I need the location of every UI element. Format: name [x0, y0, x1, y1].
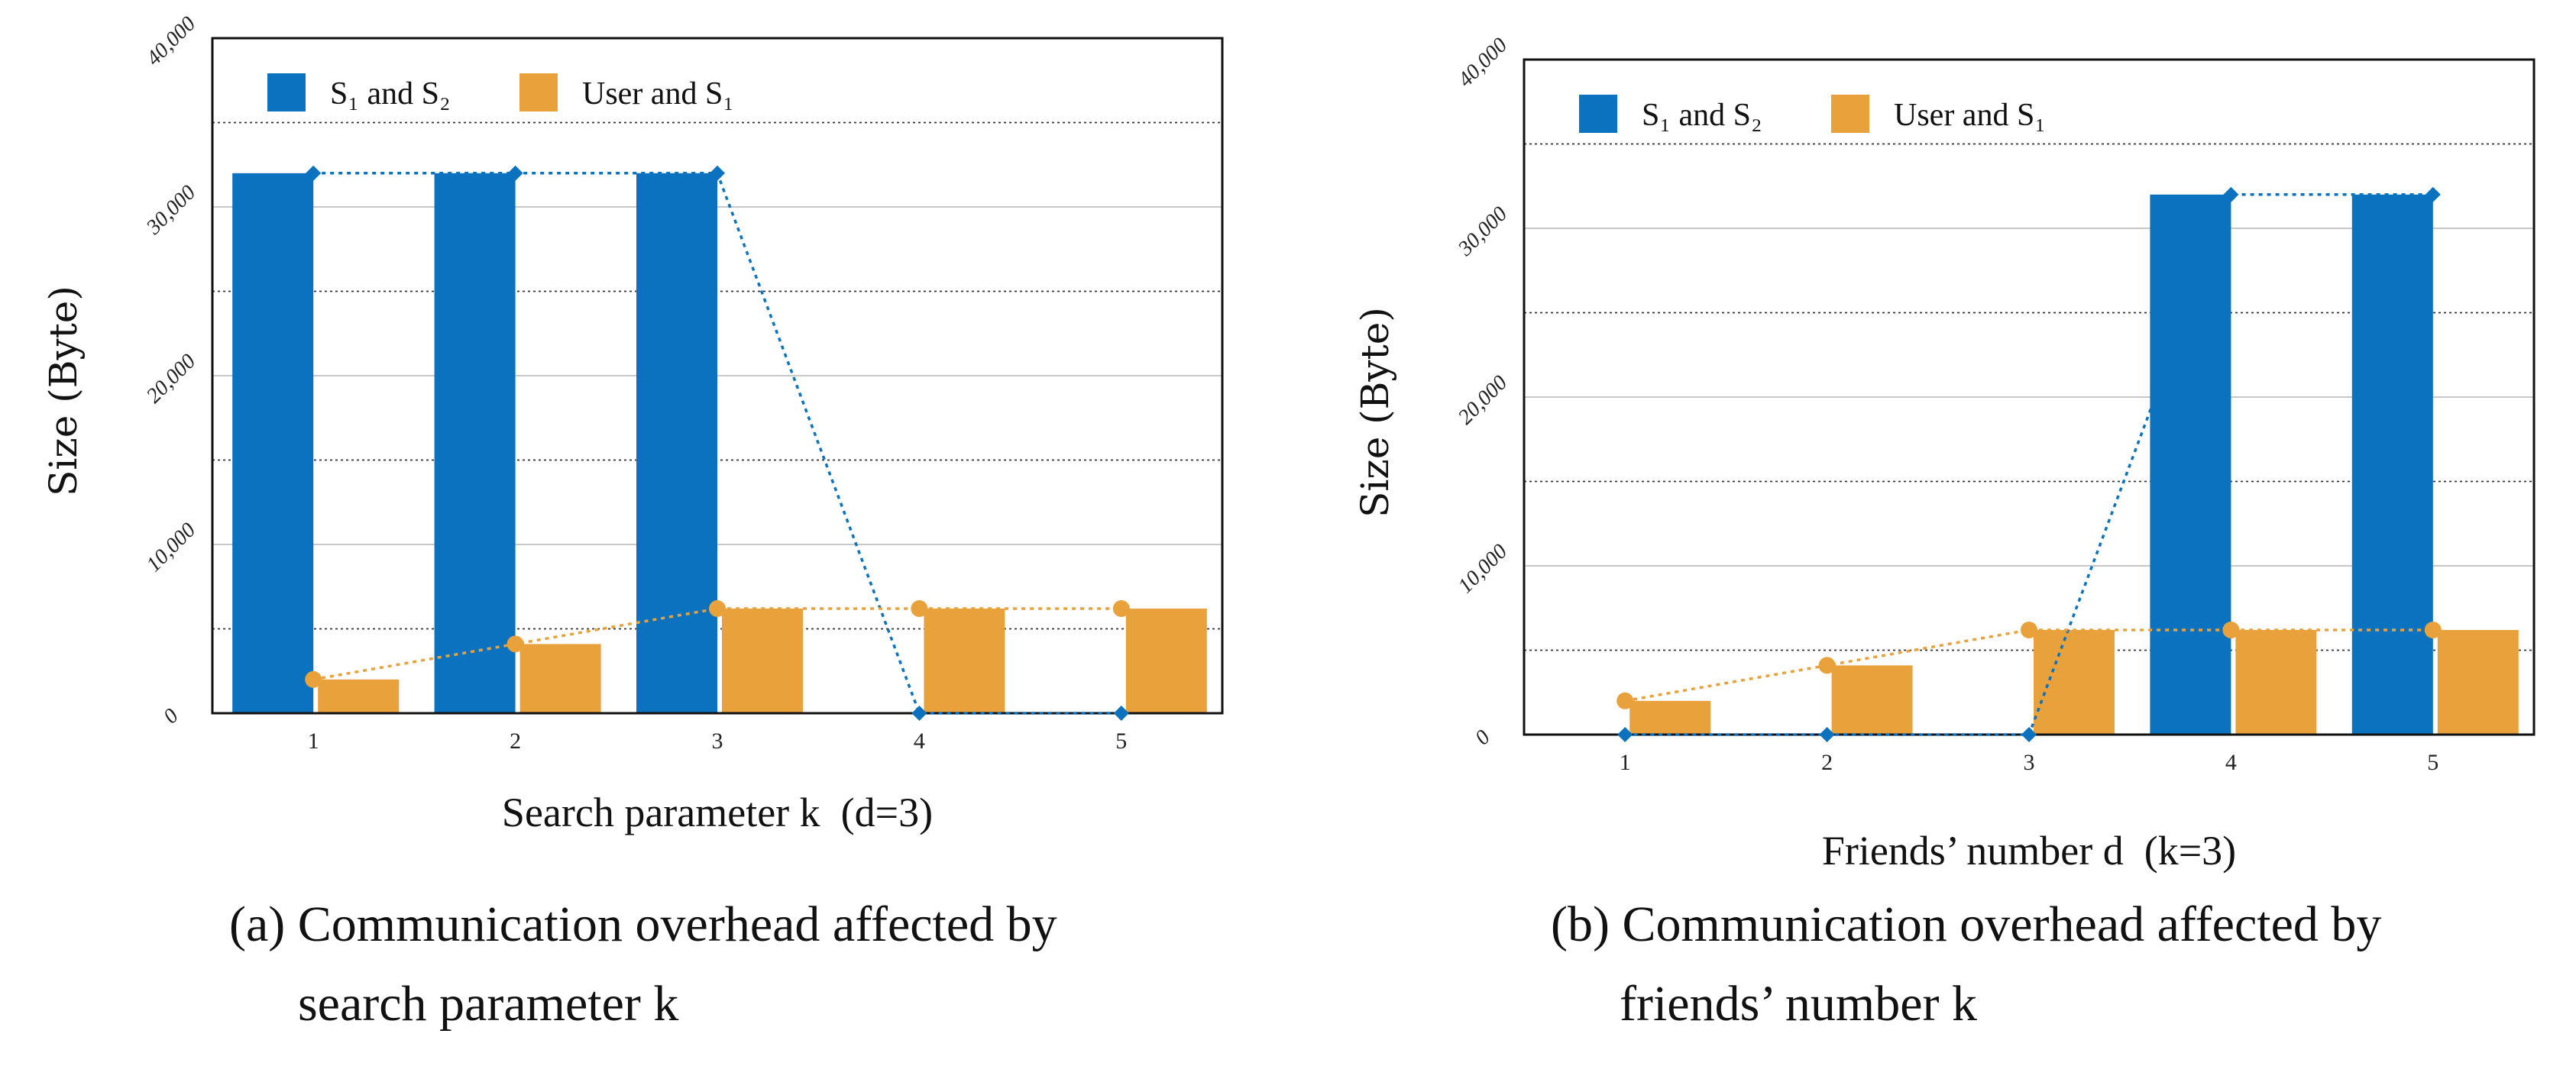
legend-label-series1: S₁ and S₂	[330, 76, 451, 111]
marker-series2-2	[506, 635, 524, 653]
legend-swatch-series2	[1831, 95, 1869, 133]
x-tick-label: 3	[2024, 750, 2035, 775]
bar-series2-5	[1125, 608, 1207, 713]
x-tick-label: 2	[1821, 750, 1833, 775]
bar-series1-4	[2150, 194, 2231, 735]
marker-series1-5	[1113, 706, 1129, 721]
marker-series2-2	[1818, 657, 1836, 674]
marker-series1-4	[2223, 186, 2239, 202]
bar-series1-3	[636, 173, 717, 714]
panel-caption-line2: friends’ number k	[1620, 976, 1977, 1032]
x-tick-label: 4	[914, 728, 925, 754]
bar-series2-1	[1629, 700, 1711, 735]
x-tick-label: 1	[308, 728, 319, 754]
marker-series1-3	[2021, 727, 2037, 742]
x-tick-label: 3	[712, 728, 723, 754]
bar-series2-4	[2235, 629, 2317, 735]
trendline-series2	[312, 607, 1121, 681]
legend-swatch-series1	[1579, 95, 1617, 133]
y-tick-label: 40,000	[142, 12, 200, 70]
marker-series1-2	[1819, 727, 1835, 742]
panel-caption-line1: (b) Communication overhead affected by	[1551, 896, 2381, 952]
x-tick-label: 2	[510, 728, 521, 754]
x-tick-label: 5	[1115, 728, 1127, 754]
marker-series2-5	[2424, 621, 2442, 638]
bar-series1-1	[232, 173, 314, 714]
x-tick-label: 5	[2427, 750, 2438, 775]
marker-series1-3	[710, 165, 725, 181]
legend-label-series2: User and S₁	[1894, 98, 2046, 133]
bar-series2-2	[1831, 665, 1913, 735]
marker-series2-1	[305, 670, 322, 688]
bar-series2-3	[2034, 629, 2115, 735]
x-tick-label: 1	[1620, 750, 1631, 775]
marker-series2-3	[2021, 621, 2037, 638]
marker-series2-4	[911, 599, 928, 617]
bar-series2-2	[519, 644, 601, 713]
y-tick-label: 30,000	[141, 181, 200, 240]
y-tick-label: 20,000	[1454, 371, 1512, 429]
panel-b: 1 2 3 4 5 0 10,000 20,000 30,000 40,000 Size (Byte…	[1353, 34, 2536, 1032]
bar-series1-2	[434, 173, 516, 714]
panel-a: 1 2 3 4 5 0 10,000 20,000 30,000 40,000 Size (Byte…	[41, 12, 1224, 1032]
marker-series1-5	[2425, 186, 2441, 202]
y-tick-label: 40,000	[1454, 34, 1512, 92]
marker-series1-2	[507, 165, 523, 181]
marker-series2-3	[709, 599, 726, 617]
y-tick-label: 10,000	[142, 518, 200, 577]
x-tick-label: 4	[2225, 750, 2237, 775]
marker-series1-1	[306, 165, 322, 181]
marker-series1-1	[1617, 727, 1633, 742]
plot-border	[211, 37, 1224, 715]
bar-series2-1	[318, 679, 400, 713]
y-tick-label: 30,000	[1453, 202, 1512, 261]
y-tick-label: 0	[159, 704, 183, 728]
panel-caption-line2: search parameter k	[298, 976, 678, 1032]
trendline-series2	[1624, 628, 2433, 703]
x-axis-label: Search parameter k (d=3)	[502, 790, 933, 835]
legend-label-series1: S₁ and S₂	[1642, 98, 1762, 133]
x-axis-label: Friends’ number d (k=3)	[1822, 828, 2236, 874]
marker-series2-4	[2222, 621, 2240, 638]
y-tick-label: 10,000	[1454, 540, 1512, 598]
legend-label-series2: User and S₁	[582, 76, 734, 111]
marker-series2-1	[1616, 692, 1634, 709]
y-axis-label: Size (Byte)	[1353, 307, 1397, 518]
y-tick-label: 0	[1471, 725, 1495, 750]
bar-series2-4	[924, 608, 1005, 713]
y-axis-label: Size (Byte)	[41, 286, 86, 496]
marker-series2-5	[1112, 599, 1130, 617]
panel-caption-line1: (a) Communication overhead affected by	[229, 896, 1057, 952]
legend-swatch-series2	[519, 73, 558, 111]
marker-series1-4	[911, 706, 927, 721]
bar-series2-5	[2437, 629, 2519, 735]
y-tick-label: 20,000	[142, 350, 200, 408]
legend-swatch-series1	[267, 73, 306, 111]
bar-series2-3	[722, 608, 803, 713]
bar-series1-5	[2351, 194, 2433, 735]
